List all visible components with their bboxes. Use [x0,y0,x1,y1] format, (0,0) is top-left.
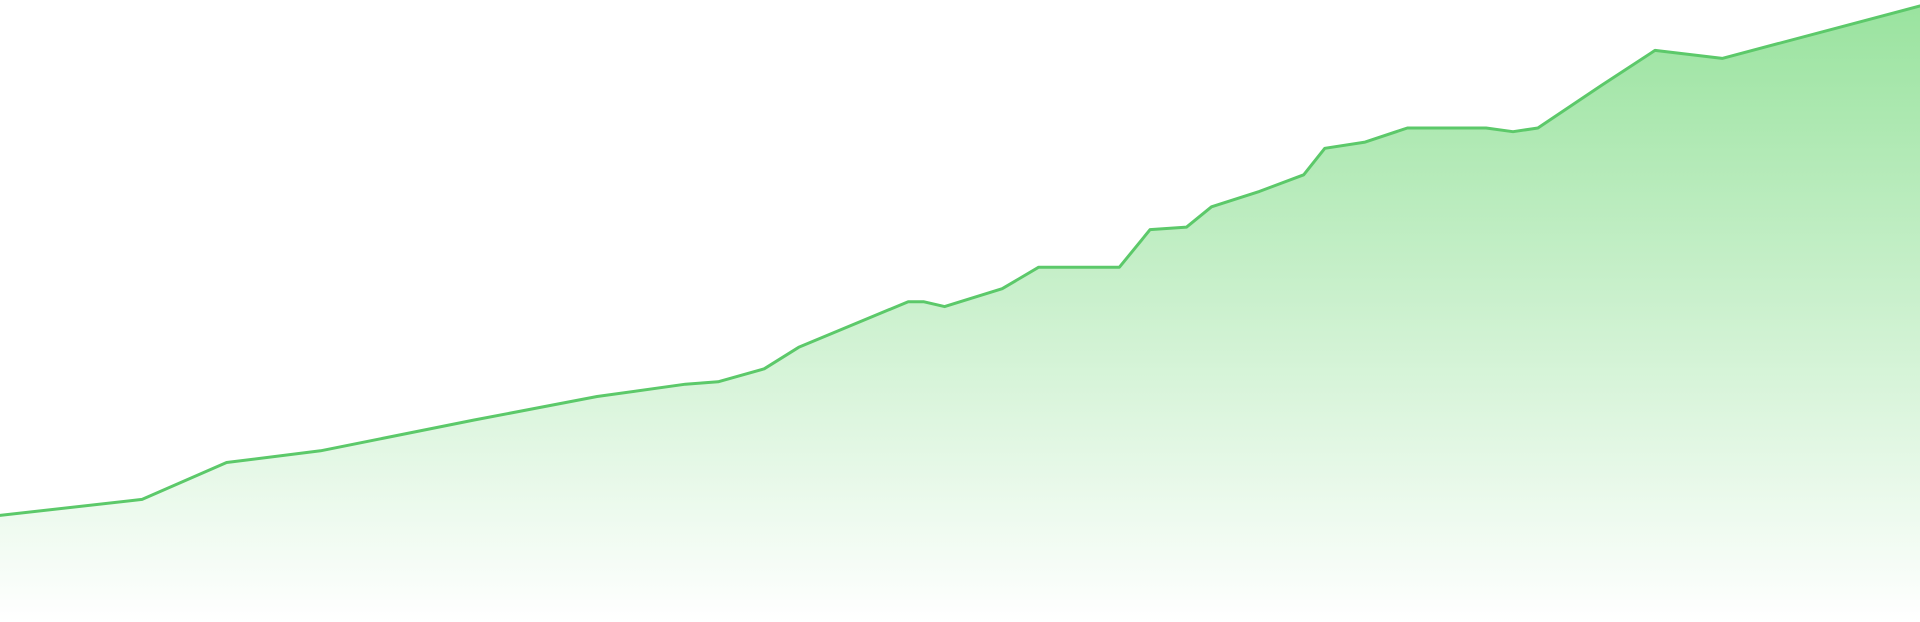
series-layer [0,4,1920,622]
series-area-fill [0,6,1920,622]
series-line [0,4,1920,517]
